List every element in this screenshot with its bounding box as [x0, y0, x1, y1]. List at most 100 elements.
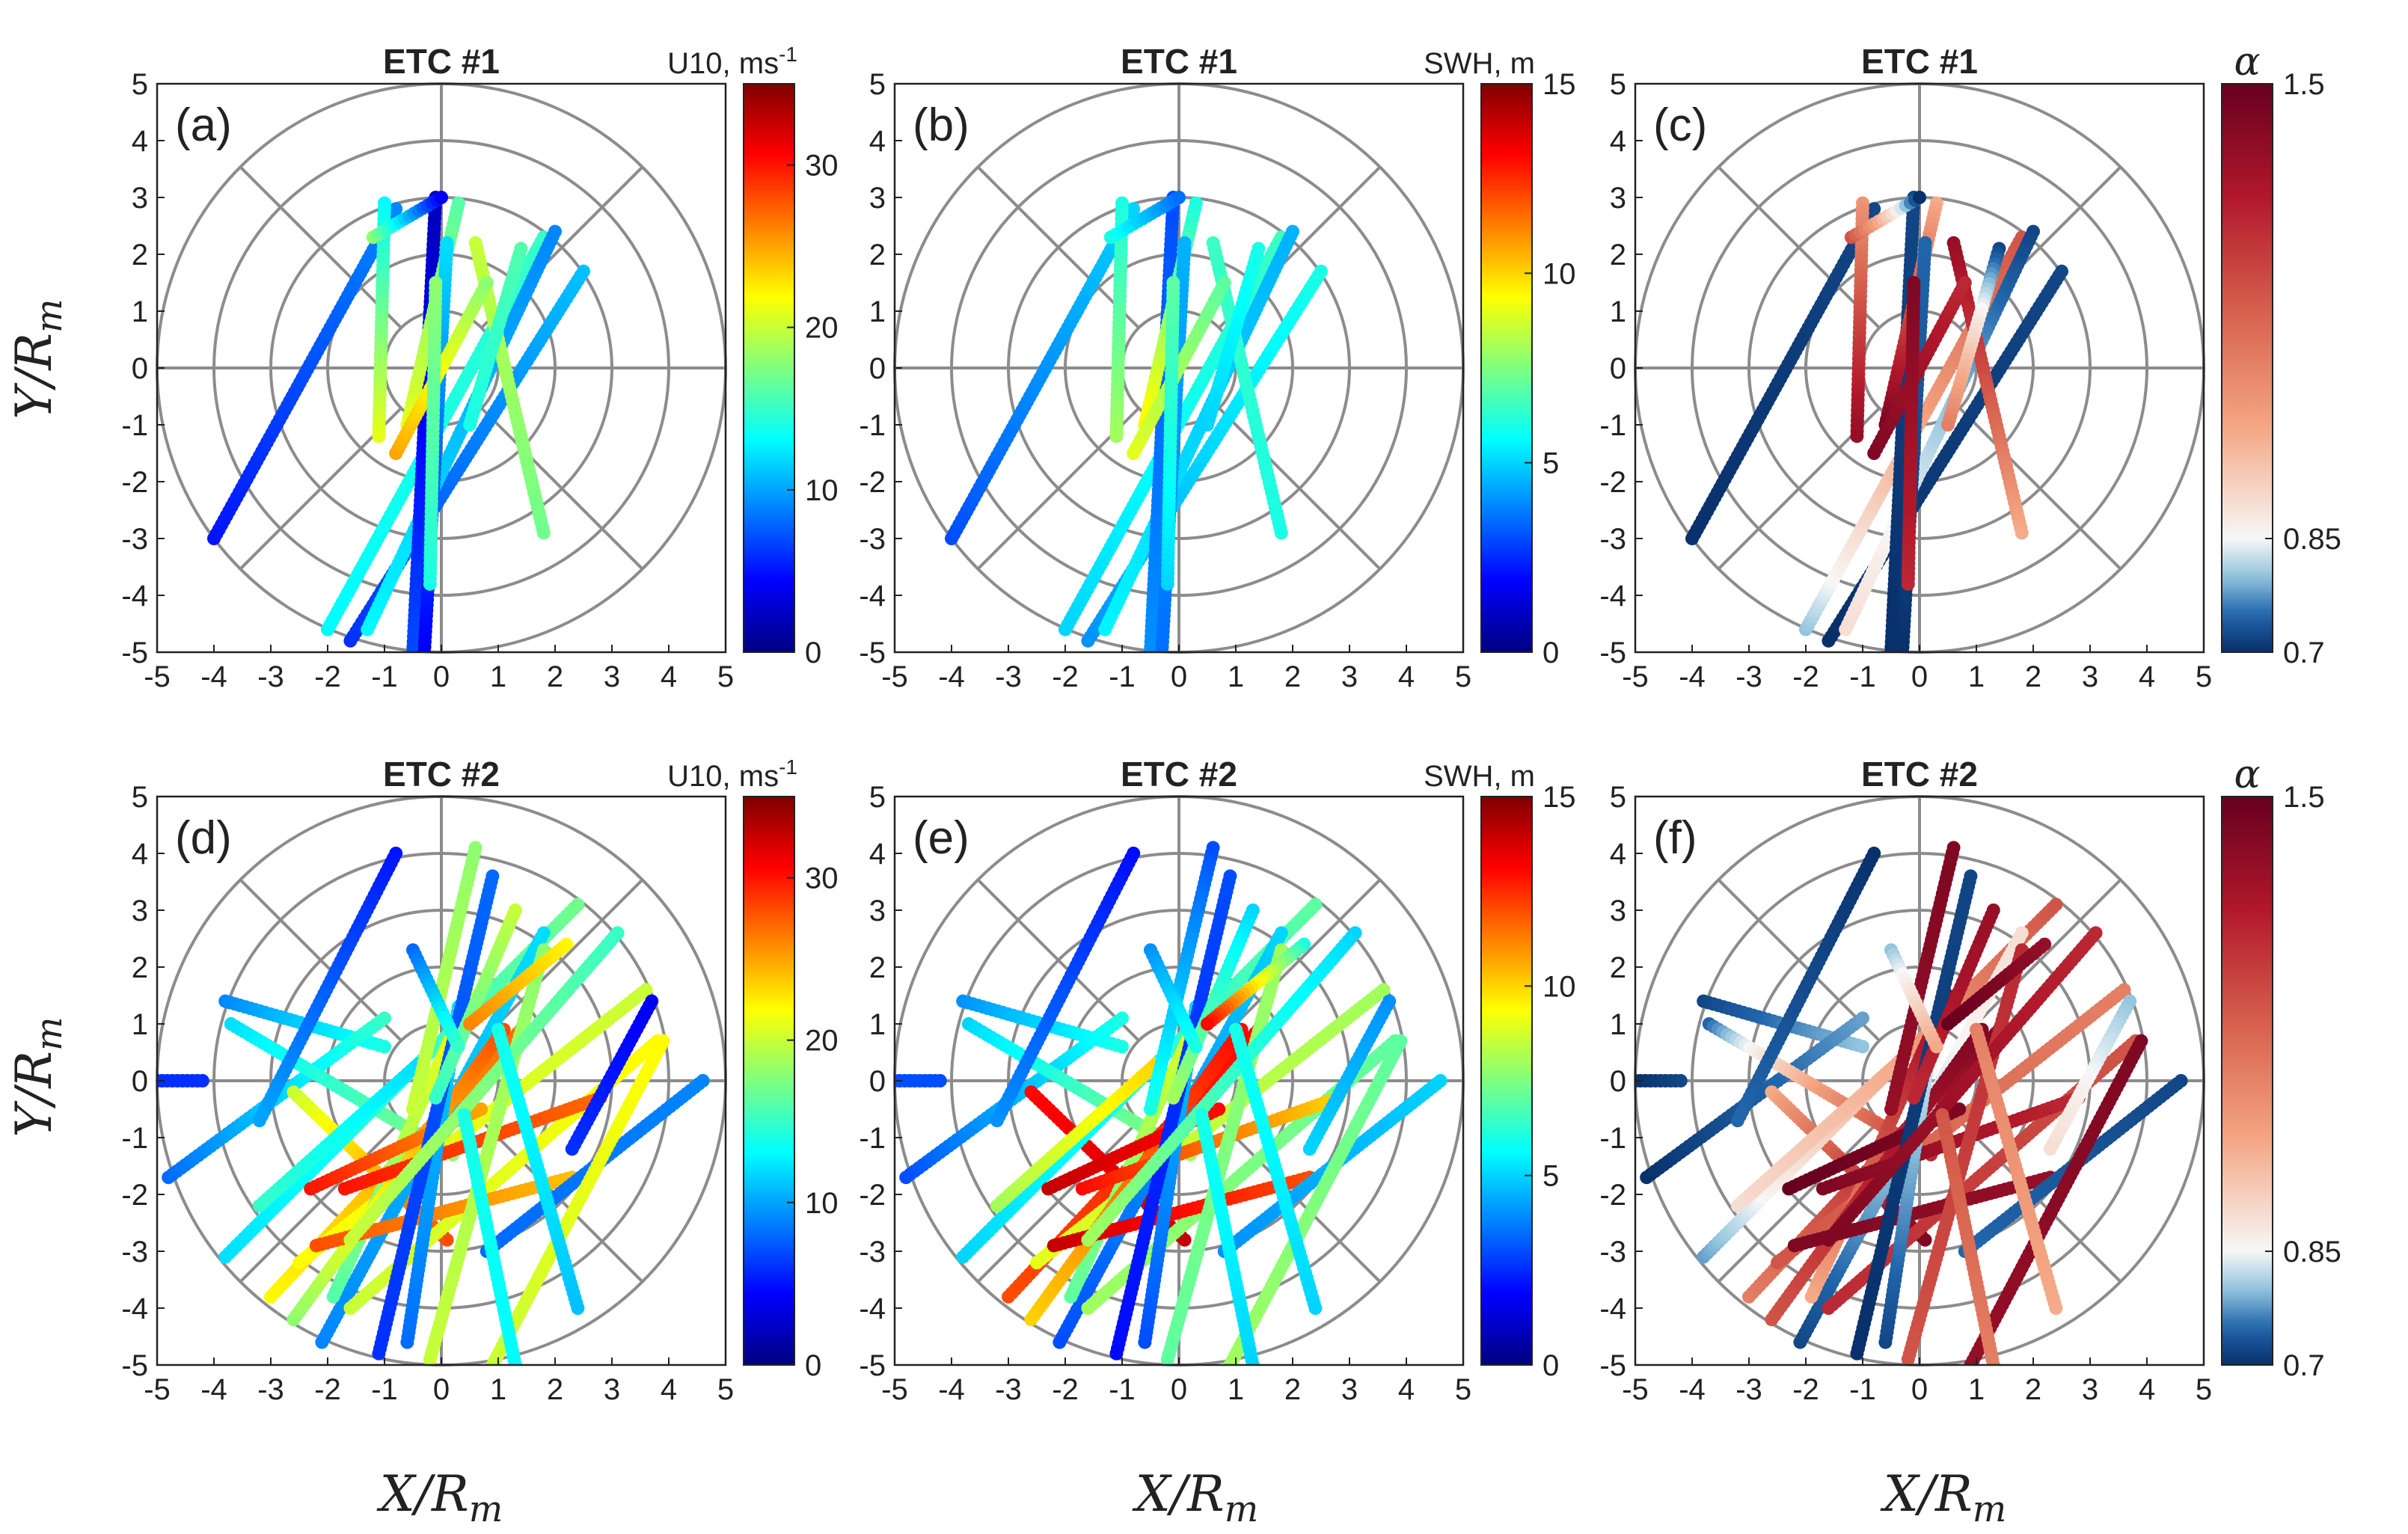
- y-tick-label: -1: [859, 409, 886, 442]
- y-tick-label: -5: [121, 1349, 148, 1382]
- data-point: [463, 1017, 477, 1031]
- data-point: [440, 236, 454, 250]
- y-tick-label: 0: [132, 352, 148, 385]
- data-point: [372, 429, 386, 444]
- track: [406, 943, 465, 1054]
- tracks: [895, 841, 1447, 1365]
- y-tick-label: 4: [132, 125, 148, 158]
- colorbar-gradient: [2221, 83, 2273, 653]
- x-tick-label: -3: [995, 660, 1022, 693]
- data-point: [1941, 418, 1955, 432]
- x-tick-label: 5: [717, 660, 734, 693]
- track: [1201, 242, 1266, 432]
- grid-spoke: [480, 1120, 644, 1283]
- x-tick-label: 5: [2196, 660, 2212, 693]
- track: [1103, 191, 1186, 245]
- grid-spoke: [480, 878, 644, 1042]
- y-tick-label: -3: [1599, 523, 1626, 556]
- data-point: [474, 1102, 488, 1116]
- data-point: [577, 264, 590, 278]
- colorbar-tick-label: 10: [805, 474, 839, 507]
- data-point: [429, 1090, 443, 1105]
- track: [1844, 191, 1926, 245]
- y-tick-label: 1: [869, 295, 886, 328]
- data-point: [1115, 1011, 1129, 1025]
- x-tick-label: 0: [433, 660, 450, 693]
- x-tick-label: 3: [604, 660, 620, 693]
- y-tick-label: -5: [859, 636, 886, 669]
- y-tick-label: 5: [1610, 68, 1626, 101]
- data-point: [1177, 236, 1192, 250]
- data-point: [378, 1011, 391, 1025]
- x-tick-label: -4: [1679, 660, 1706, 693]
- data-point: [536, 926, 551, 940]
- x-tick-label: 2: [2025, 660, 2041, 693]
- y-tick-label: -2: [121, 466, 148, 499]
- tracks: [207, 191, 590, 652]
- track: [423, 943, 551, 1365]
- data-point: [2055, 264, 2068, 278]
- panel-title: ETC #1: [383, 42, 500, 81]
- y-tick-label: 0: [132, 1065, 148, 1098]
- data-point: [1913, 191, 1926, 204]
- y-tick-label: -3: [121, 523, 148, 556]
- tracks: [945, 191, 1328, 652]
- data-point: [2015, 526, 2029, 540]
- x-tick-label: -5: [881, 660, 908, 693]
- track: [157, 1074, 209, 1087]
- data-point: [1172, 191, 1186, 204]
- x-tick-label: -2: [314, 660, 341, 693]
- x-tick-label: -4: [200, 660, 227, 693]
- x-tick-label: 2: [1284, 660, 1301, 693]
- colorbar-gradient: [1480, 83, 1533, 653]
- grid-spoke: [239, 878, 402, 1042]
- x-tick-label: -3: [257, 1373, 284, 1406]
- data-point: [565, 1142, 579, 1156]
- track: [1850, 196, 1869, 444]
- data-point: [343, 1233, 358, 1247]
- x-tick-label: 0: [433, 1373, 450, 1406]
- colorbar-tick-label: 15: [1542, 68, 1576, 101]
- y-tick-label: -1: [1599, 409, 1626, 442]
- x-tick-label: -2: [1052, 660, 1079, 693]
- track: [1941, 242, 2006, 432]
- colorbar-label: U10, ms-1: [667, 755, 797, 793]
- track: [429, 903, 522, 1105]
- panel-label: (b): [913, 99, 969, 151]
- colorbar-tick-label: 1.5: [2283, 68, 2325, 101]
- data-point: [1314, 264, 1328, 278]
- y-tick-label: 4: [132, 838, 148, 871]
- data-point: [1201, 418, 1214, 432]
- colorbar-gradient: [743, 796, 795, 1366]
- grid-spoke: [480, 407, 644, 571]
- panel-title: ETC #1: [1861, 42, 1978, 81]
- y-tick-label: 2: [1610, 239, 1626, 271]
- data-point: [451, 1040, 465, 1054]
- x-tick-label: -3: [257, 660, 284, 693]
- y-tick-label: 2: [132, 951, 148, 984]
- grid-spoke: [239, 1120, 402, 1283]
- x-tick-label: -5: [144, 660, 171, 693]
- track: [565, 994, 659, 1156]
- x-tick-label: 1: [490, 1373, 506, 1406]
- colorbar-tick-label: 0: [805, 1349, 821, 1382]
- data-point: [440, 1233, 454, 1247]
- grid-spoke: [1218, 878, 1382, 1042]
- track: [463, 937, 574, 1031]
- data-point: [1958, 276, 1972, 289]
- y-tick-label: 3: [1610, 182, 1626, 215]
- y-tick-label: 1: [1610, 295, 1626, 328]
- colorbar-tick-label: 5: [1542, 447, 1559, 480]
- grid-spoke: [1218, 1120, 1382, 1283]
- colorbar-tick-label: 0.7: [2283, 636, 2325, 669]
- tracks: [157, 841, 710, 1365]
- x-tick-label: 3: [2082, 660, 2098, 693]
- y-tick-label: -5: [1599, 636, 1626, 669]
- x-tick-label: 5: [717, 1373, 734, 1406]
- track: [895, 1074, 947, 1087]
